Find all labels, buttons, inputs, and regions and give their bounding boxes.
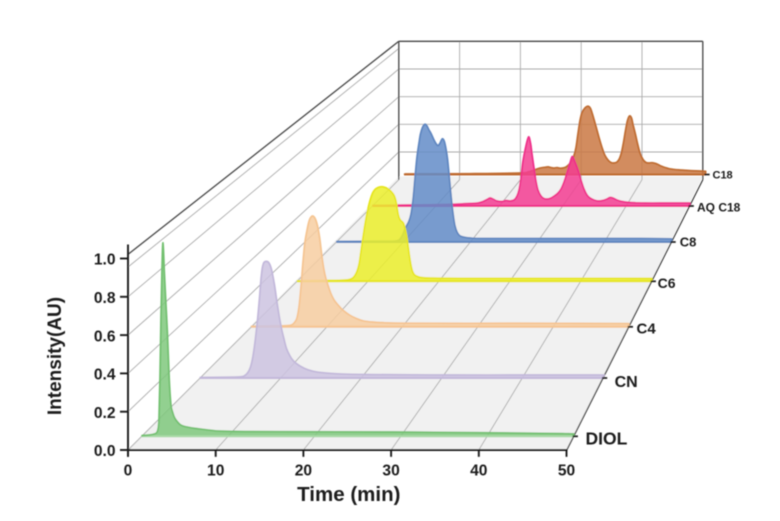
svg-text:C6: C6	[658, 275, 676, 291]
svg-text:0.8: 0.8	[94, 290, 116, 307]
svg-text:AQ C18: AQ C18	[697, 200, 741, 214]
svg-text:40: 40	[470, 462, 488, 479]
svg-text:0.0: 0.0	[94, 443, 116, 460]
svg-text:10: 10	[207, 462, 225, 479]
svg-text:20: 20	[295, 462, 313, 479]
svg-text:50: 50	[558, 462, 576, 479]
svg-text:C4: C4	[637, 320, 657, 337]
svg-text:30: 30	[382, 462, 400, 479]
svg-text:0.4: 0.4	[94, 367, 116, 384]
svg-text:Intensity(AU): Intensity(AU)	[45, 297, 66, 415]
svg-text:C8: C8	[680, 235, 697, 250]
svg-text:0.6: 0.6	[94, 328, 116, 345]
svg-text:Time (min): Time (min)	[297, 483, 400, 506]
svg-text:0: 0	[124, 462, 133, 479]
svg-text:0.2: 0.2	[94, 405, 116, 422]
svg-text:DIOL: DIOL	[586, 429, 628, 449]
svg-text:1.0: 1.0	[94, 252, 116, 269]
svg-text:C18: C18	[713, 170, 733, 182]
svg-text:CN: CN	[615, 374, 638, 391]
